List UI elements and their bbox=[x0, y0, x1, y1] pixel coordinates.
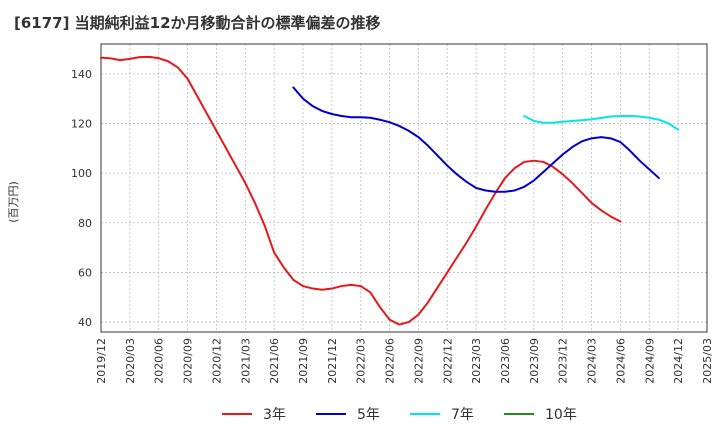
legend: 3年 5年 7年 10年 bbox=[222, 407, 577, 423]
x-tick-label: 2022/03 bbox=[355, 338, 368, 384]
x-tick-label: 2023/03 bbox=[470, 338, 483, 384]
series-lines bbox=[100, 55, 680, 326]
x-tick-label: 2022/06 bbox=[384, 338, 397, 384]
series-line-3 bbox=[523, 115, 680, 131]
x-tick-label: 2022/12 bbox=[441, 338, 454, 384]
x-tick-label: 2020/12 bbox=[210, 338, 223, 384]
x-tick-label: 2023/09 bbox=[528, 338, 541, 384]
chart-title: [6177] 当期純利益12か月移動合計の標準偏差の推移 bbox=[14, 14, 381, 32]
x-tick-label: 2021/12 bbox=[326, 338, 339, 384]
plot-area-frame bbox=[100, 43, 708, 333]
x-tick-label: 2020/03 bbox=[124, 338, 137, 384]
y-tick-label: 60 bbox=[78, 266, 92, 279]
x-tick-label: 2021/03 bbox=[239, 338, 252, 384]
legend-label: 3年 bbox=[263, 407, 286, 423]
x-tick-label: 2019/12 bbox=[95, 338, 108, 384]
y-tick-label: 140 bbox=[71, 68, 92, 81]
series-line-2 bbox=[292, 86, 660, 193]
x-tick-label: 2023/12 bbox=[557, 338, 570, 384]
series-line-1 bbox=[100, 55, 622, 326]
x-tick-labels: 2019/12 2020/03 2020/06 2020/09 2020/12 2021/… bbox=[95, 338, 714, 384]
y-tick-label: 80 bbox=[78, 217, 92, 230]
x-tick-label: 2024/09 bbox=[643, 338, 656, 384]
legend-label: 5年 bbox=[357, 407, 380, 423]
x-tick-label: 2024/03 bbox=[586, 338, 599, 384]
x-tick-label: 2020/09 bbox=[182, 338, 195, 384]
legend-label: 10年 bbox=[545, 407, 577, 423]
x-tick-label: 2025/03 bbox=[701, 338, 714, 384]
x-tick-label: 2020/06 bbox=[153, 338, 166, 384]
y-tick-label: 120 bbox=[71, 117, 92, 130]
y-tick-label: 40 bbox=[78, 316, 92, 329]
x-tick-label: 2021/06 bbox=[268, 338, 281, 384]
x-tick-label: 2024/06 bbox=[614, 338, 627, 384]
legend-label: 7年 bbox=[451, 407, 474, 423]
y-tick-label: 100 bbox=[71, 167, 92, 180]
x-tick-label: 2023/06 bbox=[499, 338, 512, 384]
y-axis-label: (百万円) bbox=[7, 181, 20, 223]
x-tick-label: 2022/09 bbox=[412, 338, 425, 384]
x-tick-label: 2021/09 bbox=[297, 338, 310, 384]
y-tick-labels: 40 60 80 100 120 140 bbox=[71, 68, 92, 329]
x-tick-label: 2024/12 bbox=[672, 338, 685, 384]
